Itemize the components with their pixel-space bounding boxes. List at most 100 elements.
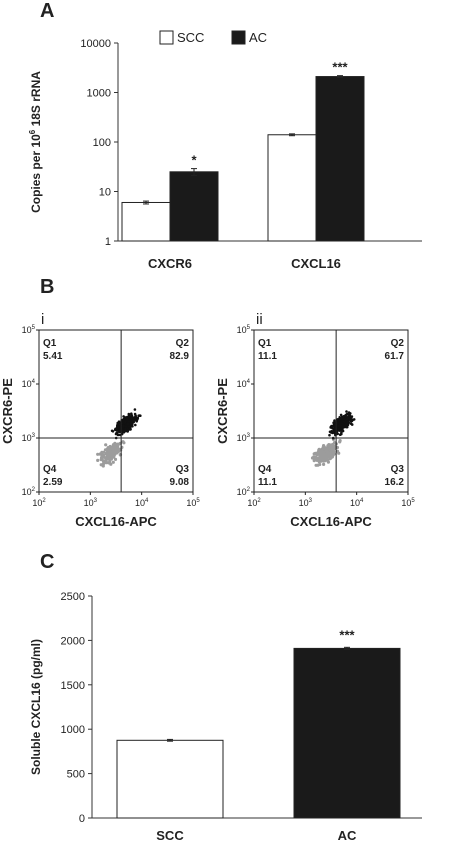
panel-b-event-dot <box>115 427 118 431</box>
panel-b-event-dot <box>113 449 117 454</box>
panel-b-event-dot <box>96 452 100 456</box>
panel-b-quadrant-name: Q1 <box>43 338 57 349</box>
panel-b-event-dot <box>341 428 344 432</box>
panel-b-event-dot <box>330 425 334 428</box>
panel-b-quadrant-name: Q3 <box>391 464 405 475</box>
panel-a-significance-cxcl16: *** <box>332 60 348 75</box>
panel-b-letter: B <box>40 276 55 298</box>
panel-b-event-dot <box>116 425 120 429</box>
panel-b-x-axis-title: CXCL16-APC <box>75 514 157 529</box>
panel-a-significance-cxcr6: * <box>191 153 197 168</box>
panel-b-quadrant-name: Q4 <box>258 464 272 475</box>
panel-b-quadrant-value: 82.9 <box>170 351 190 362</box>
panel-b-event-dot <box>338 440 342 444</box>
panel-a-bar-scc-cxcl16 <box>267 134 317 242</box>
panel-b-x-axis-title: CXCL16-APC <box>290 514 372 529</box>
panel-b-plot-frame <box>253 329 409 493</box>
panel-b-event-dot <box>104 461 108 465</box>
panel-b-xtick-label: 105 <box>186 498 200 508</box>
panel-b-event-dot <box>345 410 348 413</box>
panel-b-event-dot <box>328 430 332 434</box>
panel-a-bar-ac-cxcl16 <box>315 76 365 242</box>
panel-b-event-dot <box>320 451 324 455</box>
panel-b-event-dot <box>114 446 118 450</box>
panel-b-event-dot <box>332 421 336 425</box>
panel-b-event-dot <box>338 433 342 437</box>
panel-b-event-dot <box>340 422 344 425</box>
panel-a-category-label: CXCL16 <box>291 256 341 271</box>
panel-b-quadrant-value: 9.08 <box>170 477 190 488</box>
panel-b-event-dot <box>125 417 129 421</box>
panel-b-event-dot <box>111 430 115 433</box>
panel-b-event-dot <box>121 421 124 425</box>
panel-c-letter: C <box>40 551 55 573</box>
panel-b-event-dot <box>337 427 341 431</box>
panel-c-y-axis-title: Soluble CXCL16 (pg/ml) <box>29 639 43 775</box>
panel-b-event-dot <box>98 452 102 456</box>
panel-a-y-axis-title: Copies per 106 18S rRNA <box>28 71 43 213</box>
panel-b-xtick-label: 103 <box>84 498 98 508</box>
panel-b-event-dot <box>122 418 125 422</box>
panel-b-event-dot <box>133 412 137 416</box>
panel-b-event-dot <box>331 442 335 447</box>
panel-b-event-dot <box>332 447 336 451</box>
panel-b-event-dot <box>108 451 112 455</box>
panel-b-event-dot <box>126 422 130 426</box>
panel-b-event-dot <box>312 452 316 456</box>
panel-b-subplot-label: i <box>41 311 44 328</box>
panel-b-event-dot <box>113 457 118 461</box>
panel-c-category-label: AC <box>338 828 357 843</box>
panel-b-xtick-label: 102 <box>247 498 261 508</box>
panel-b-event-dot <box>330 450 334 455</box>
panel-a-bar-ac-cxcr6 <box>169 171 219 242</box>
panel-b-event-dot <box>336 421 339 425</box>
panel-b-event-dot <box>102 450 106 454</box>
panel-c-bar-scc <box>116 739 224 819</box>
panel-c-ytick-label: 1500 <box>61 680 85 692</box>
panel-b-quadrant-name: Q2 <box>391 338 405 349</box>
panel-b-event-dot <box>337 424 340 428</box>
panel-b-event-dot <box>328 433 331 437</box>
panel-b-xtick-label: 104 <box>135 498 149 508</box>
panel-b-event-dot <box>111 460 115 464</box>
panel-b-events-i <box>96 408 142 468</box>
panel-b-event-dot <box>134 418 138 422</box>
panel-b-plot-frame <box>38 329 194 493</box>
panel-a-ytick-label: 1 <box>105 236 111 248</box>
panel-b-event-dot <box>130 420 134 423</box>
panel-b-event-dot <box>349 422 353 426</box>
panel-b-event-dot <box>328 456 332 460</box>
panel-b-event-dot <box>348 412 351 415</box>
panel-b-event-dot <box>118 430 121 434</box>
panel-b-event-dot <box>346 416 349 420</box>
panel-c-significance-ac: *** <box>339 627 355 642</box>
panel-b-event-dot <box>108 454 112 458</box>
panel-b-event-dot <box>324 446 328 450</box>
panel-b-event-dot <box>332 429 336 433</box>
panel-b-xtick-label: 105 <box>401 498 415 508</box>
panel-a-category-label: CXCR6 <box>148 256 192 271</box>
panel-b-event-dot <box>327 447 331 451</box>
panel-b-event-dot <box>318 462 322 467</box>
panel-b-event-dot <box>124 425 128 428</box>
panel-a-bar-scc-cxcr6 <box>121 201 171 242</box>
panel-c-category-label: SCC <box>156 828 184 843</box>
panel-b-event-dot <box>109 447 113 451</box>
panel-a-ytick-label: 10 <box>99 187 111 199</box>
panel-b-ytick-label: 105 <box>237 325 251 335</box>
panel-a-ytick-label: 100 <box>93 137 111 149</box>
panel-b-event-dot <box>104 443 108 447</box>
panel-c-ytick-label: 0 <box>79 813 85 825</box>
panel-b-quadrant-value: 5.41 <box>43 351 63 362</box>
panel-b-event-dot <box>317 448 321 452</box>
panel-b-event-dot <box>348 414 352 418</box>
panel-b-event-dot <box>121 440 125 444</box>
panel-c-ytick-label: 2000 <box>61 635 85 647</box>
panel-b-xtick-label: 102 <box>32 498 46 508</box>
panel-b-event-dot <box>343 423 347 427</box>
panel-b-subplot-label: ii <box>256 311 263 328</box>
panel-b-event-dot <box>106 447 110 452</box>
panel-b-event-dot <box>133 408 137 411</box>
panel-b-y-axis-title: CXCR6-PE <box>215 378 230 444</box>
